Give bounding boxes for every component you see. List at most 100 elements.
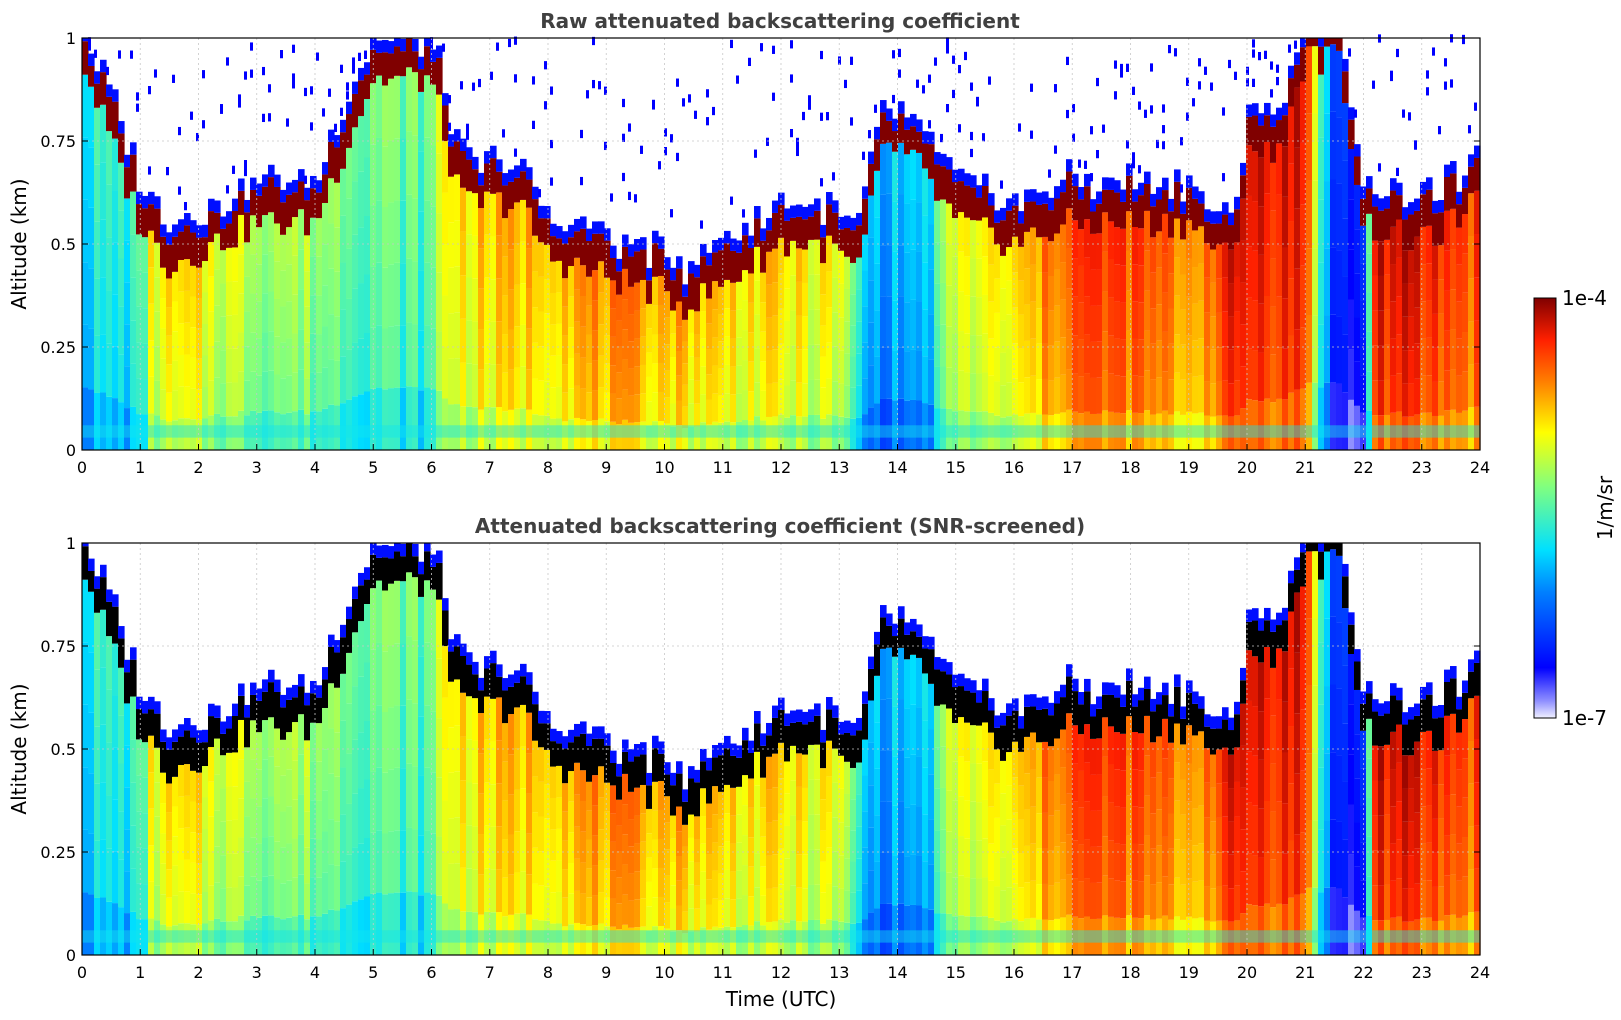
heatmap-cell [682, 846, 689, 869]
heatmap-cell [106, 237, 113, 291]
heatmap-cell [382, 207, 389, 268]
heatmap-cell [916, 79, 919, 88]
heatmap-cell [202, 237, 209, 262]
heatmap-cell [1246, 297, 1253, 349]
heatmap-cell [1414, 210, 1421, 237]
heatmap-cell [178, 724, 185, 737]
heatmap-cell [664, 147, 667, 156]
heatmap-cell [268, 796, 275, 837]
heatmap-cell [556, 743, 563, 766]
heatmap-cell [460, 736, 467, 781]
heatmap-cell [388, 41, 395, 54]
heatmap-cell [646, 376, 653, 402]
heatmap-cell [808, 204, 815, 217]
x-tick-label: 21 [1295, 458, 1315, 477]
heatmap-cell [1072, 763, 1079, 802]
heatmap-cell [1282, 146, 1289, 197]
heatmap-cell [412, 543, 419, 557]
heatmap-cell [646, 881, 653, 907]
heatmap-cell [1390, 70, 1393, 79]
heatmap-cell [1066, 248, 1073, 289]
heatmap-cell [274, 223, 281, 262]
heatmap-cell [472, 82, 475, 91]
heatmap-cell [1036, 742, 1043, 778]
heatmap-cell [1426, 412, 1433, 450]
heatmap-cell [436, 895, 443, 955]
heatmap-cell [1108, 840, 1115, 879]
heatmap-cell [814, 744, 821, 780]
heatmap-cell [598, 418, 605, 450]
heatmap-cell [772, 854, 779, 888]
heatmap-cell [1462, 332, 1469, 372]
heatmap-cell [628, 341, 635, 369]
heatmap-cell [460, 275, 467, 319]
heatmap-cell [418, 69, 425, 92]
heatmap-cell [1210, 754, 1217, 788]
heatmap-cell [538, 885, 545, 921]
heatmap-cell [946, 37, 949, 46]
heatmap-cell [1264, 646, 1271, 699]
heatmap-cell [388, 558, 395, 584]
heatmap-cell [676, 905, 683, 931]
heatmap-cell [1234, 71, 1237, 80]
heatmap-cell [628, 286, 635, 315]
heatmap-cell [928, 774, 935, 820]
heatmap-cell [274, 336, 281, 375]
heatmap-cell [1258, 125, 1265, 158]
heatmap-cell [1096, 738, 1103, 775]
heatmap-cell [616, 799, 623, 826]
heatmap-cell [484, 234, 491, 278]
heatmap-cell [1078, 265, 1085, 303]
heatmap-cell [658, 161, 661, 170]
heatmap-cell [1132, 806, 1139, 844]
heatmap-cell [136, 739, 143, 776]
heatmap-cell [1276, 398, 1283, 450]
heatmap-cell [802, 282, 809, 317]
heatmap-cell [898, 801, 905, 853]
heatmap-cell [532, 919, 539, 955]
heatmap-cell [1450, 914, 1457, 955]
heatmap-cell [1444, 715, 1451, 756]
heatmap-cell [616, 398, 623, 425]
heatmap-cell [640, 308, 647, 337]
heatmap-cell [1270, 763, 1277, 812]
heatmap-cell [340, 403, 347, 450]
heatmap-cell [928, 819, 935, 865]
heatmap-cell [1414, 236, 1421, 273]
heatmap-cell [628, 314, 635, 342]
heatmap-cell [598, 324, 605, 356]
heatmap-cell [1000, 207, 1007, 221]
heatmap-cell [982, 294, 989, 334]
heatmap-cell [1318, 642, 1325, 705]
heatmap-cell [610, 763, 617, 786]
heatmap-cell [1048, 746, 1055, 781]
heatmap-cell [544, 381, 551, 416]
y-tick-label: 0.25 [40, 843, 76, 862]
heatmap-cell [844, 922, 851, 955]
heatmap-cell [364, 99, 371, 158]
heatmap-cell [496, 235, 503, 279]
heatmap-cell [550, 236, 557, 262]
heatmap-cell [544, 749, 551, 785]
heatmap-cell [274, 412, 281, 450]
heatmap-cell [142, 742, 149, 778]
heatmap-cell [868, 785, 875, 828]
heatmap-cell [1030, 806, 1037, 844]
heatmap-cell [1180, 213, 1187, 240]
heatmap-cell [544, 218, 551, 245]
heatmap-cell [1414, 140, 1417, 149]
heatmap-cell [1210, 821, 1217, 855]
heatmap-cell [1138, 376, 1145, 414]
heatmap-cell [214, 774, 221, 811]
heatmap-cell [1246, 700, 1253, 752]
heatmap-cell [988, 769, 995, 807]
heatmap-cell [232, 703, 239, 716]
heatmap-cell [1288, 392, 1295, 450]
heatmap-cell [778, 778, 785, 814]
heatmap-cell [118, 50, 121, 59]
heatmap-cell [1132, 160, 1135, 169]
heatmap-cell [196, 772, 203, 803]
heatmap-cell [1156, 413, 1163, 450]
heatmap-cell [610, 193, 613, 202]
heatmap-cell [538, 710, 545, 724]
